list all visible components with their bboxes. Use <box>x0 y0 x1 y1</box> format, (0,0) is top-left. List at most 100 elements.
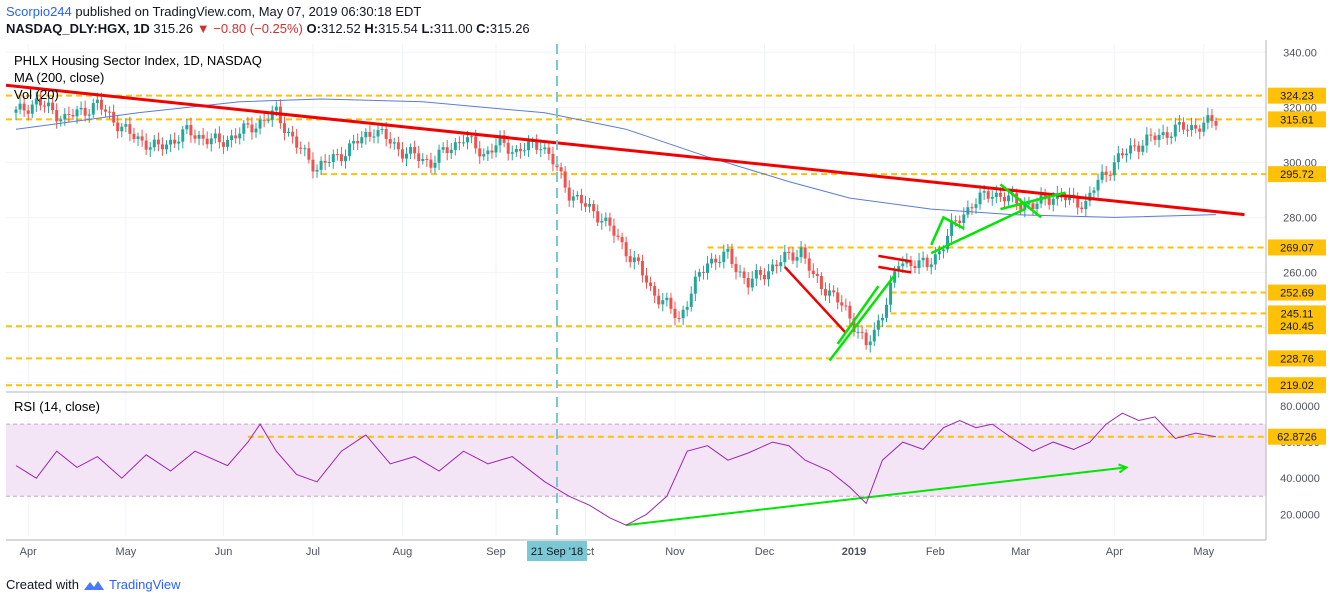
candle-body <box>26 110 30 114</box>
ma-indicator-label[interactable]: MA (200, close) <box>14 70 104 85</box>
candle-body <box>600 220 604 223</box>
candle-body <box>669 297 673 309</box>
candle-body <box>221 142 225 147</box>
candle-body <box>779 262 783 267</box>
candle-body <box>148 147 152 150</box>
candle-body <box>608 217 612 226</box>
candle-body <box>506 142 510 154</box>
candle-body <box>1137 145 1141 152</box>
candle-body <box>665 297 669 301</box>
time-tick-label: Nov <box>665 546 685 558</box>
axes <box>6 40 1267 541</box>
candle-body <box>575 194 579 197</box>
candle-body <box>59 119 63 122</box>
candle-body <box>437 149 441 163</box>
candle-body <box>767 271 771 280</box>
candle-body <box>783 251 787 263</box>
last-price: 315.26 <box>153 21 194 36</box>
candle-body <box>856 331 860 333</box>
candle-body <box>34 98 38 105</box>
candle-body <box>1214 121 1218 126</box>
candle-body <box>429 159 433 168</box>
ma-200-line <box>15 98 1217 218</box>
candle-body <box>799 247 803 258</box>
candle-body <box>539 149 543 151</box>
candle-body <box>1076 196 1080 208</box>
candle-body <box>1112 162 1116 176</box>
candle-body <box>291 131 295 137</box>
level-label-box <box>1268 350 1326 367</box>
candle-body <box>1092 190 1096 193</box>
candle-body <box>466 137 470 143</box>
candle-body <box>372 136 376 138</box>
trend-line-green <box>930 207 1026 255</box>
candle-body <box>620 237 624 243</box>
candle-body <box>136 136 140 139</box>
trend-line-green <box>836 285 880 345</box>
time-tick-label: Jul <box>306 546 320 558</box>
candle-body <box>409 146 413 154</box>
trend-drawings <box>5 83 1245 527</box>
candle-body <box>673 308 677 319</box>
candle-body <box>1141 145 1145 152</box>
trend-line-red-main <box>5 83 1245 217</box>
candle-body <box>474 136 478 149</box>
candle-body <box>917 260 921 269</box>
candle-body <box>583 203 587 207</box>
candle-body <box>287 131 291 134</box>
candle-body <box>998 192 1002 197</box>
vol-indicator-label[interactable]: Vol (20) <box>14 87 59 102</box>
candle-body <box>954 220 958 222</box>
time-tick-label: May <box>1193 546 1214 558</box>
candle-body <box>897 266 901 272</box>
candle-body <box>75 109 79 117</box>
candle-body <box>787 251 791 253</box>
candle-body <box>250 124 254 133</box>
time-tick-label: Apr <box>1106 546 1123 558</box>
candle-body <box>384 129 388 139</box>
level-label-box <box>1268 318 1326 335</box>
candle-body <box>864 332 868 346</box>
candle-body <box>844 305 848 307</box>
candle-body <box>543 147 547 150</box>
candle-body <box>1002 196 1006 202</box>
candle-body <box>405 153 409 159</box>
price-tick-label: 280.00 <box>1283 212 1317 224</box>
candle-body <box>518 148 522 152</box>
candle-body <box>116 122 120 132</box>
candle-body <box>807 258 811 271</box>
candle-body <box>99 99 103 110</box>
candle-body <box>880 317 884 321</box>
rsi-title[interactable]: RSI (14, close) <box>14 399 100 414</box>
candle-body <box>1169 136 1173 138</box>
level-label: 324.23 <box>1280 91 1314 103</box>
candle-body <box>461 142 465 144</box>
candle-body <box>242 123 246 134</box>
candle-body <box>950 220 954 236</box>
candle-body <box>1096 179 1100 191</box>
candle-body <box>380 129 384 131</box>
candle-body <box>165 144 169 150</box>
candle-body <box>596 211 600 223</box>
candle-body <box>1206 115 1210 123</box>
trend-line-green <box>828 274 896 362</box>
candle-body <box>588 204 592 207</box>
author-name[interactable]: Scorpio244 <box>6 4 72 19</box>
candles <box>14 91 1218 353</box>
rsi-tick-label: 20.0000 <box>1280 509 1320 521</box>
candle-body <box>185 125 189 130</box>
candle-body <box>852 318 856 333</box>
rsi-tick-label: 80.0000 <box>1280 401 1320 413</box>
candle-body <box>1043 194 1047 199</box>
level-label-box <box>1268 111 1326 128</box>
candle-body <box>746 277 750 288</box>
candle-body <box>18 103 22 110</box>
candle-body <box>482 154 486 157</box>
candle-body <box>681 309 685 319</box>
candle-body <box>579 194 583 204</box>
tradingview-brand[interactable]: TradingView <box>108 577 181 592</box>
candle-body <box>152 139 156 148</box>
candle-body <box>994 192 998 197</box>
chart-title: PHLX Housing Sector Index, 1D, NASDAQ <box>14 53 262 68</box>
